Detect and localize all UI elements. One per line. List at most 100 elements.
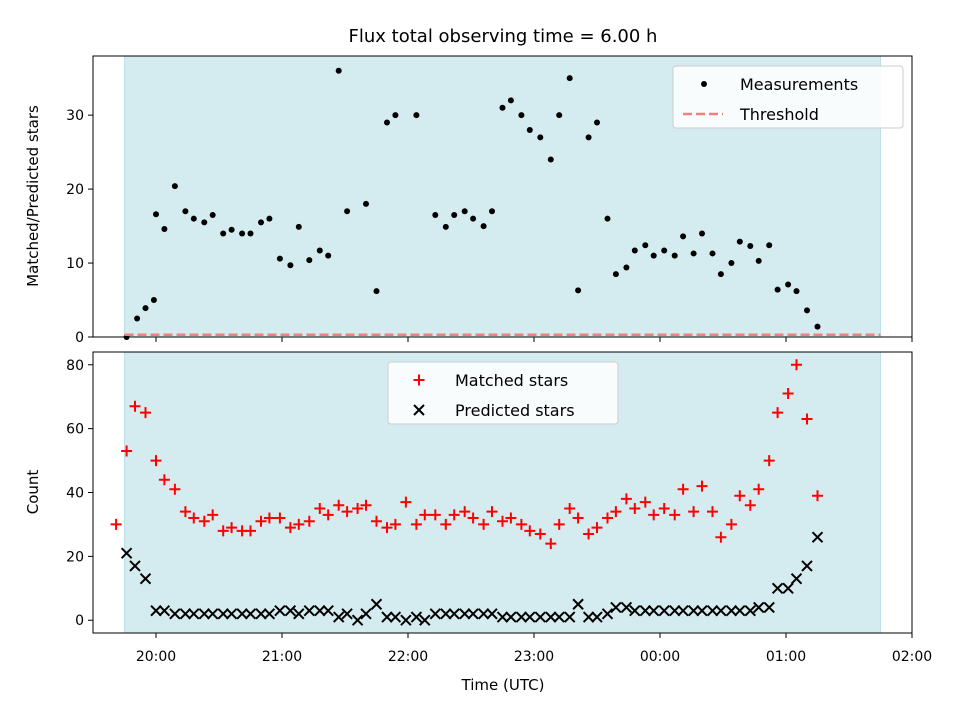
predicted-star-point xyxy=(610,601,622,614)
predicted-star-point xyxy=(410,611,423,623)
matched-star-point xyxy=(602,512,613,524)
matched-star-point xyxy=(583,528,595,540)
measurement-point xyxy=(518,112,525,119)
predicted-star-point xyxy=(706,604,719,617)
predicted-star-point xyxy=(639,604,652,617)
measurement-point xyxy=(650,252,657,259)
predicted-star-point xyxy=(120,547,133,559)
predicted-star-point xyxy=(419,614,431,626)
predicted-star-point xyxy=(179,608,192,620)
predicted-star-point xyxy=(496,611,509,623)
x-tick-label: 02:00 xyxy=(892,649,932,665)
predicted-star-point xyxy=(572,598,584,610)
matched-star-point xyxy=(486,506,498,518)
predicted-star-point xyxy=(553,611,565,623)
matched-star-point xyxy=(140,407,151,419)
predicted-star-point xyxy=(687,604,700,617)
matched-star-point xyxy=(255,515,267,527)
measurement-point xyxy=(785,281,792,288)
measurement-point xyxy=(690,250,697,257)
measurement-point xyxy=(335,67,342,74)
measurement-point xyxy=(604,215,611,222)
x-tick-label: 21:00 xyxy=(262,649,302,665)
measurement-point xyxy=(134,315,141,322)
measurement-point xyxy=(190,215,197,222)
matched-star-point xyxy=(440,518,452,530)
matched-star-point xyxy=(707,506,718,518)
top-y-tick-label: 30 xyxy=(66,108,84,124)
x-tick-label: 01:00 xyxy=(766,649,806,665)
matched-star-point xyxy=(371,515,382,527)
matched-star-point xyxy=(179,506,191,518)
matched-star-point xyxy=(591,522,603,534)
predicted-star-point xyxy=(225,608,238,620)
matched-star-point xyxy=(505,512,517,524)
predicted-star-point xyxy=(429,608,442,620)
matched-star-point xyxy=(696,480,708,492)
matched-star-point xyxy=(341,506,353,518)
x-tick-label: 20:00 xyxy=(136,649,176,665)
predicted-star-point xyxy=(351,614,364,626)
measurement-point xyxy=(793,288,800,295)
measurement-point xyxy=(594,119,600,126)
predicted-star-point xyxy=(217,608,229,620)
matched-star-point xyxy=(381,522,393,534)
matched-star-point xyxy=(169,483,181,495)
matched-star-point xyxy=(688,506,700,518)
matched-star-point xyxy=(226,522,238,534)
predicted-star-point xyxy=(158,604,171,617)
measurement-point xyxy=(747,243,754,250)
measurement-point xyxy=(499,104,506,111)
predicted-star-point xyxy=(744,604,757,617)
predicted-star-point xyxy=(129,560,141,572)
predicted-star-point xyxy=(467,608,479,620)
measurement-point xyxy=(547,156,554,163)
legend-measurement-swatch xyxy=(701,81,707,87)
legend-matched-swatch xyxy=(413,374,425,386)
legend-label: Measurements xyxy=(740,75,858,94)
measurement-point xyxy=(526,126,533,133)
x-tick-label: 22:00 xyxy=(388,649,428,665)
predicted-star-point xyxy=(801,560,813,572)
matched-star-point xyxy=(620,493,632,505)
matched-star-point xyxy=(467,512,479,524)
predicted-star-point xyxy=(400,614,412,626)
matched-star-point xyxy=(207,509,219,521)
legend-label: Matched stars xyxy=(455,371,568,390)
matched-star-point xyxy=(553,518,565,530)
matched-star-point xyxy=(772,407,784,419)
predicted-star-point xyxy=(524,611,536,623)
predicted-star-point xyxy=(620,601,633,614)
measurement-point xyxy=(623,264,630,271)
bottom-legend: Matched stars Predicted stars xyxy=(387,361,619,425)
predicted-star-point xyxy=(188,608,200,620)
predicted-star-point xyxy=(255,608,267,620)
predicted-star-point xyxy=(658,604,670,617)
predicted-star-point xyxy=(314,604,326,617)
top-y-tick-label: 10 xyxy=(66,256,84,272)
matched-star-point xyxy=(478,518,490,530)
predicted-star-point xyxy=(370,598,383,610)
predicted-star-point xyxy=(274,604,286,617)
measurement-point xyxy=(209,211,216,218)
measurement-point xyxy=(239,230,246,237)
bottom-legend-box xyxy=(387,361,619,425)
matched-star-point xyxy=(744,499,756,511)
bottom-y-tick-label: 0 xyxy=(75,613,84,629)
matched-star-point xyxy=(629,502,641,514)
measurement-point xyxy=(142,305,149,312)
matched-star-point xyxy=(669,509,681,521)
legend-label: Predicted stars xyxy=(455,401,575,420)
measurement-point xyxy=(266,215,273,222)
bottom-y-tick-label: 80 xyxy=(66,358,84,374)
x-tick-label: 00:00 xyxy=(640,649,680,665)
matched-star-point xyxy=(524,525,536,537)
predicted-star-point xyxy=(458,608,471,620)
measurement-point xyxy=(717,271,724,278)
x-axis-label: Time (UTC) xyxy=(461,676,545,694)
predicted-star-point xyxy=(332,611,345,623)
matched-star-point xyxy=(400,496,412,508)
measurement-point xyxy=(642,242,649,249)
matched-star-point xyxy=(110,518,122,530)
measurement-point xyxy=(804,307,810,314)
